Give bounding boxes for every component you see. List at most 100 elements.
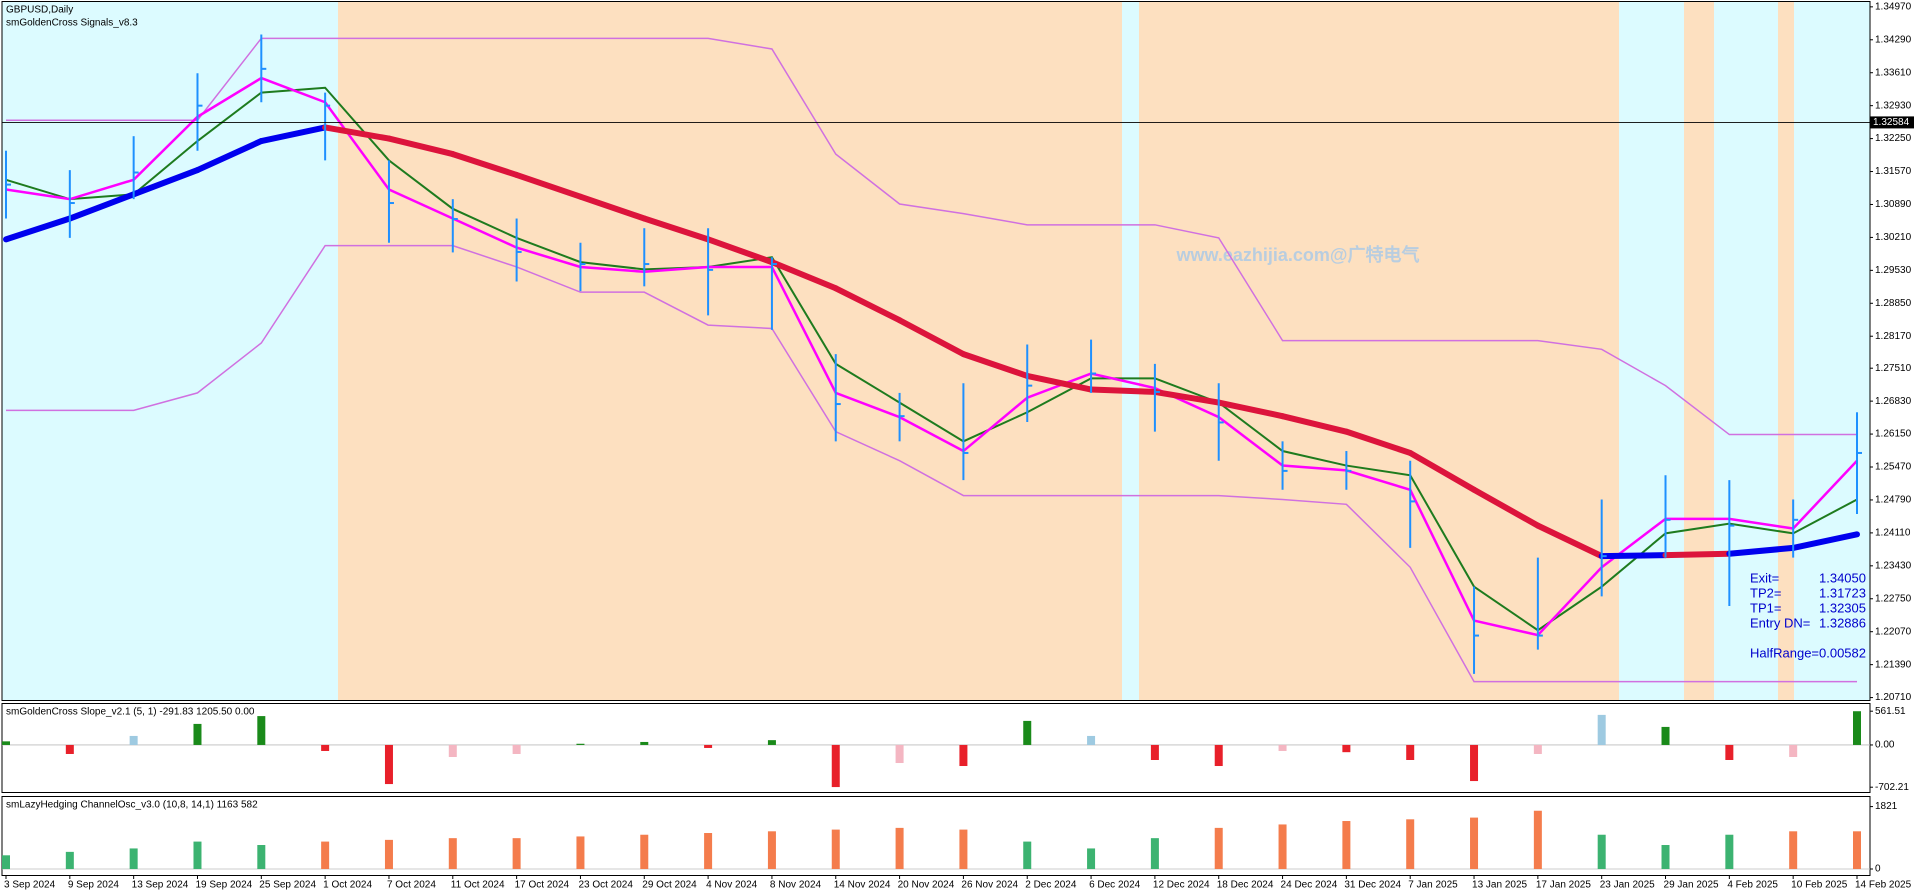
x-tick-label: 8 Nov 2024 [770, 880, 822, 891]
bar [1470, 817, 1479, 870]
bar [257, 845, 266, 870]
x-tick-label: 2 Dec 2024 [1025, 880, 1077, 891]
info-label: TP1= [1750, 600, 1781, 615]
zone [1714, 2, 1778, 700]
y-tick-label: 1.23430 [1875, 560, 1912, 571]
bar [1342, 744, 1351, 753]
bar [512, 838, 521, 870]
bar [321, 841, 330, 870]
x-tick-label: 13 Jan 2025 [1472, 880, 1527, 891]
bar [959, 829, 968, 870]
bar [1087, 735, 1096, 745]
y-tick-label: 1.22070 [1875, 626, 1912, 637]
y-tick-label: 1.32930 [1875, 100, 1912, 111]
bar [704, 833, 713, 870]
bar [1853, 831, 1861, 870]
y-tick-label: 1.20710 [1875, 692, 1912, 703]
x-tick-label: 9 Sep 2024 [68, 880, 120, 891]
zone [2, 2, 338, 700]
info-value: 1.34050 [1819, 570, 1866, 585]
x-tick-label: 1 Oct 2024 [323, 880, 372, 891]
x-tick-label: 12 Dec 2024 [1153, 880, 1210, 891]
y-tick-label: 1.31570 [1875, 166, 1912, 177]
x-tick-label: 29 Oct 2024 [642, 880, 697, 891]
x-tick-label: 17 Oct 2024 [515, 880, 570, 891]
trend-line-segment [194, 138, 265, 174]
y-tick-label: 1.30210 [1875, 232, 1912, 243]
info-label: HalfRange= [1750, 645, 1819, 660]
bar [576, 836, 585, 870]
y-tick-label: 1.28170 [1875, 331, 1912, 342]
info-value: 0.00582 [1819, 645, 1866, 660]
bar [767, 740, 776, 745]
trend-line-segment [385, 135, 456, 158]
bar [129, 735, 138, 745]
y-tick-label: 1.21390 [1875, 659, 1912, 670]
bar [1087, 848, 1096, 870]
line [6, 244, 1857, 683]
info-value: 1.31723 [1819, 585, 1866, 600]
bar [1278, 824, 1287, 870]
x-tick-label: 11 Oct 2024 [451, 880, 505, 891]
trend-line-segment [705, 236, 775, 266]
trend-line-segment [130, 167, 201, 198]
trend-line-segment [1151, 388, 1222, 406]
y-tick-label: 1821 [1875, 801, 1898, 812]
bar [1023, 841, 1032, 870]
zone [1619, 2, 1684, 700]
bar [1789, 831, 1798, 870]
current-price-box [1870, 116, 1914, 129]
y-tick-label: 1.22750 [1875, 593, 1912, 604]
zone [338, 2, 1122, 700]
trend-line-segment [1343, 428, 1414, 456]
trend-line-segment [1024, 372, 1095, 393]
bar [1725, 744, 1734, 760]
bar [959, 744, 968, 767]
zone [1122, 2, 1139, 700]
watermark: www.eazhijia.com@广特电气 [1176, 244, 1420, 265]
bar [2, 741, 10, 745]
bar [193, 723, 202, 745]
trend-line-segment [1534, 522, 1605, 560]
trend-line-segment [768, 259, 839, 292]
y-tick-label: 1.26150 [1875, 429, 1912, 440]
lazy-frame [1, 796, 1871, 876]
slope-frame [1, 703, 1871, 793]
x-tick-label: 3 Sep 2024 [4, 880, 56, 891]
bar [895, 744, 904, 764]
y-tick-label: 1.33610 [1875, 67, 1912, 78]
panel-frames [1, 1, 1871, 876]
bar [129, 848, 138, 870]
trend-line-segment [641, 215, 712, 243]
lazy-title: smLazyHedging ChannelOsc_v3.0 (10,8, 14,… [6, 800, 258, 811]
trend-line-segment [1662, 550, 1733, 559]
bar [384, 744, 393, 785]
y-tick-label: 1.34290 [1875, 34, 1912, 45]
slope-title: smGoldenCross Slope_v2.1 (5, 1) -291.83 … [6, 707, 255, 718]
y-tick-label: 1.24110 [1875, 528, 1911, 539]
x-tick-label: 7 Oct 2024 [387, 880, 436, 891]
x-tick-label: 14 Nov 2024 [834, 880, 891, 891]
zone [1139, 2, 1619, 700]
x-tick-label: 24 Dec 2024 [1281, 880, 1338, 891]
bar [1406, 819, 1415, 870]
x-tick-label: 6 Dec 2024 [1089, 880, 1141, 891]
trend-line-segment [1279, 413, 1350, 435]
bar [831, 744, 840, 788]
bar [384, 839, 393, 870]
info-label: Exit= [1750, 570, 1779, 585]
trend-line-segment [449, 151, 520, 178]
y-tick-label: 1.26830 [1875, 396, 1912, 407]
bar [1789, 744, 1798, 757]
x-tick-label: 29 Jan 2025 [1664, 880, 1719, 891]
bar [65, 744, 74, 754]
bar [1214, 827, 1223, 870]
y-tick-label: 1.27510 [1875, 363, 1912, 374]
bar [640, 741, 649, 745]
x-tick-label: 19 Sep 2024 [195, 880, 252, 891]
bar [704, 744, 713, 748]
x-tick-label: 4 Feb 2025 [1727, 880, 1778, 891]
trend-line-segment [1407, 449, 1478, 493]
trend-line-segment [1790, 531, 1860, 551]
